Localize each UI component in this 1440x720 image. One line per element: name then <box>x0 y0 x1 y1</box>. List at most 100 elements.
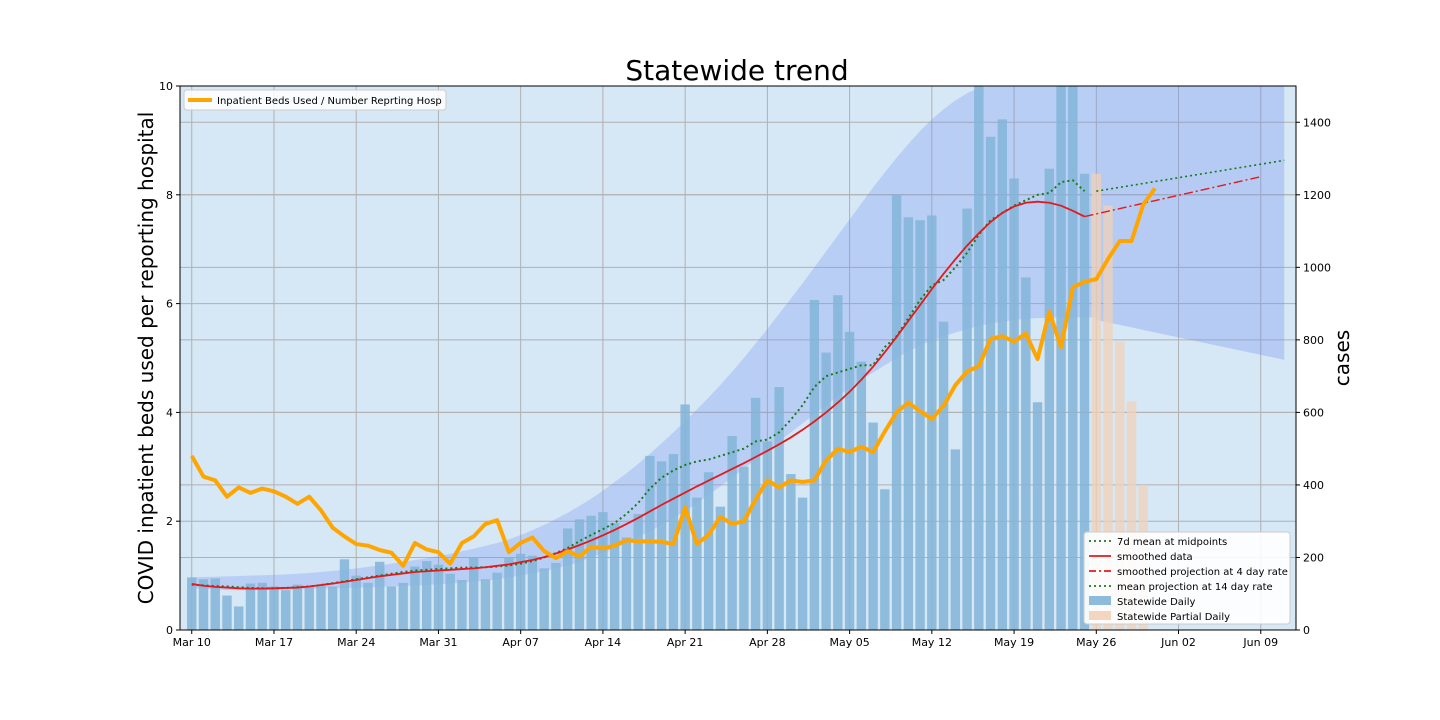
daily-bar <box>797 497 808 630</box>
daily-bar <box>1021 277 1031 630</box>
daily-bar <box>292 584 303 630</box>
daily-bar <box>1009 178 1019 631</box>
daily-bar <box>609 523 620 630</box>
daily-bar <box>328 586 338 630</box>
daily-bar <box>962 208 972 630</box>
y-tick-label-left: 2 <box>166 515 173 528</box>
daily-bar <box>504 557 514 630</box>
daily-bar <box>527 555 538 630</box>
daily-bar <box>551 562 561 630</box>
daily-bar <box>281 590 291 630</box>
daily-bar <box>715 506 726 630</box>
legend-swatch-patch <box>1089 611 1111 620</box>
daily-bar <box>386 586 397 630</box>
daily-bar <box>586 515 596 630</box>
series-lines <box>190 159 1285 590</box>
y-tick-label-right: 1000 <box>1303 261 1331 274</box>
daily-bar <box>457 579 467 630</box>
daily-bar <box>727 435 737 630</box>
daily-bar <box>821 352 831 630</box>
y-axis-label-left: COVID inpatient beds used per reporting … <box>134 112 158 605</box>
daily-bar <box>421 561 432 630</box>
y-tick-label-left: 4 <box>166 406 173 419</box>
y-tick-label-left: 8 <box>166 189 173 202</box>
daily-bar <box>515 553 526 630</box>
daily-bar <box>950 449 961 630</box>
line-smoothed-data <box>191 200 1085 590</box>
daily-bar <box>809 299 820 630</box>
legend-swatch-patch <box>1089 596 1111 605</box>
x-tick-label: Mar 31 <box>419 636 457 649</box>
partial-daily-bar <box>1091 173 1101 631</box>
daily-bar <box>480 579 491 630</box>
x-tick-label: May 26 <box>1076 636 1116 649</box>
line-mean-projection-at-14-day-rate <box>1096 159 1285 192</box>
confidence-band <box>191 86 1285 591</box>
daily-bar <box>562 528 573 630</box>
y-tick-label-right: 600 <box>1303 406 1324 419</box>
legend-bottom-label: 7d mean at midpoints <box>1117 537 1227 548</box>
x-tick-label: Mar 24 <box>337 636 375 649</box>
legend-bottom-label: smoothed data <box>1117 552 1193 563</box>
x-tick-label: May 05 <box>829 636 869 649</box>
y-tick-label-right: 1200 <box>1303 189 1331 202</box>
daily-bar <box>833 295 843 630</box>
y-tick-label-right: 1400 <box>1303 116 1331 129</box>
daily-bar <box>856 361 867 630</box>
daily-bar <box>1044 168 1055 631</box>
legend-bottom-label: Statewide Partial Daily <box>1117 612 1230 623</box>
daily-bar <box>997 119 1008 631</box>
daily-bar <box>245 583 256 630</box>
daily-bar <box>927 215 937 631</box>
daily-bar <box>633 513 643 630</box>
daily-bar <box>222 595 232 630</box>
x-tick-label: Apr 07 <box>502 636 539 649</box>
daily-bar <box>269 586 279 630</box>
x-tick-label: Mar 17 <box>255 636 293 649</box>
x-tick-label: Jun 09 <box>1242 636 1278 649</box>
x-tick-label: May 19 <box>994 636 1034 649</box>
y-tick-label-left: 0 <box>166 624 173 637</box>
x-tick-label: Apr 21 <box>667 636 704 649</box>
daily-bar <box>574 519 585 630</box>
legend-bottom-label: smoothed projection at 4 day rate <box>1117 567 1288 578</box>
daily-bar <box>304 587 314 630</box>
chart-title: Statewide trend <box>625 54 848 87</box>
legend-top: Inpatient Beds Used / Number Reprting Ho… <box>183 89 447 111</box>
projection-band-area <box>1096 86 1285 360</box>
daily-bar <box>210 578 220 630</box>
legend-top-label: Inpatient Beds Used / Number Reprting Ho… <box>217 96 442 107</box>
line-inpatient-beds-used-number-reprting-hosp <box>190 187 1157 568</box>
y-tick-label-right: 0 <box>1303 624 1310 637</box>
partial-daily-bar <box>1126 401 1137 630</box>
legend-top-box <box>183 89 447 111</box>
daily-bar <box>1032 402 1043 630</box>
daily-bar <box>915 220 925 631</box>
y-tick-label-right: 200 <box>1303 551 1324 564</box>
daily-bar <box>351 575 361 630</box>
x-tick-label: Mar 10 <box>173 636 211 649</box>
daily-bar <box>938 321 949 630</box>
daily-bar <box>762 441 773 630</box>
daily-bar <box>363 582 373 630</box>
daily-bar <box>786 474 796 630</box>
daily-bar <box>445 573 455 630</box>
daily-bar <box>692 497 702 630</box>
daily-bar <box>844 331 855 630</box>
confidence-band-area <box>191 86 1097 591</box>
y-axis-label-right: cases <box>1330 330 1354 386</box>
legend-bottom-label: Statewide Daily <box>1117 597 1195 608</box>
daily-bar <box>187 577 197 630</box>
daily-bar <box>656 461 667 630</box>
daily-bar <box>985 136 996 631</box>
daily-bar <box>1056 86 1066 630</box>
y-tick-label-left: 6 <box>166 298 173 311</box>
daily-bar <box>621 537 632 630</box>
daily-bar <box>316 585 326 630</box>
x-tick-label: Jun 02 <box>1160 636 1196 649</box>
daily-bar <box>703 472 714 630</box>
daily-bar <box>539 568 549 630</box>
line-smoothed-projection-at-4-day-rate <box>1084 175 1261 218</box>
legend-bottom-box <box>1083 531 1291 625</box>
